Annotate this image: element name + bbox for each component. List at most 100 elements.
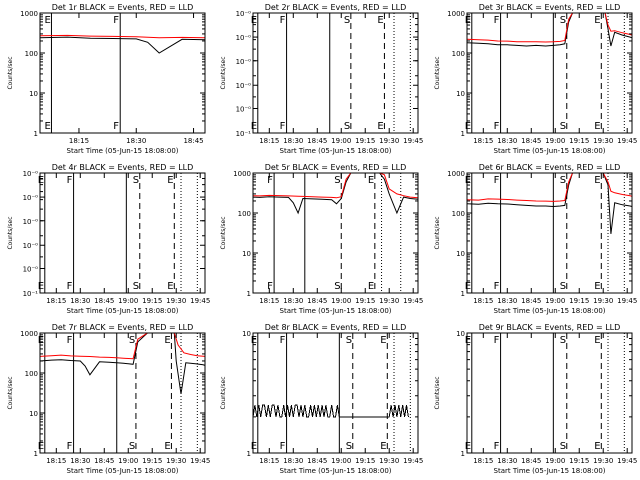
marker-label-bottom: E — [465, 121, 471, 132]
marker-label: F — [67, 175, 73, 186]
marker-label: F — [67, 335, 73, 346]
plot-frame — [39, 332, 206, 454]
x-tick-label: 19:45 — [403, 297, 423, 305]
marker-label-bottom: E — [465, 441, 471, 452]
x-tick-label: 19:15 — [355, 137, 375, 145]
y-tick-label: 10⁻⁰ — [236, 82, 252, 90]
panel-title: Det 2r BLACK = Events, RED = LLD — [265, 3, 407, 12]
y-axis-label: Counts/sec — [220, 56, 227, 89]
marker-label-bottom: E — [377, 121, 383, 132]
x-tick-label: 19:45 — [190, 457, 210, 465]
y-axis-label: Counts/sec — [7, 216, 14, 249]
y-tick-label: 1 — [34, 130, 38, 138]
marker-label-bottom: E — [44, 121, 50, 132]
marker-label-bottom: E — [594, 281, 600, 292]
marker-label: E — [251, 15, 257, 26]
x-tick-label: 19:45 — [190, 297, 210, 305]
x-tick-label: 18:15 — [259, 297, 279, 305]
x-tick-label: 19:15 — [355, 297, 375, 305]
marker-label: S — [560, 15, 566, 26]
y-tick-label: 100 — [25, 50, 38, 58]
x-axis-label: Start Time (05-Jun-15 18:08:00) — [494, 147, 606, 155]
y-tick-label: 100 — [238, 210, 251, 218]
plot-frame — [466, 12, 633, 134]
x-axis-label: Start Time (05-Jun-15 18:08:00) — [280, 307, 392, 315]
x-tick-label: 19:00 — [331, 137, 351, 145]
panel-det-9r: Det 9r BLACK = Events, RED = LLD Counts/s… — [434, 323, 637, 475]
y-tick-label: 10⁻⁰ — [23, 170, 39, 178]
y-axis-label: Counts/sec — [434, 216, 441, 249]
marker-label: E — [164, 335, 170, 346]
marker-label: E — [251, 335, 257, 346]
marker-label-bottom: F — [494, 441, 500, 452]
x-tick-label: 19:30 — [593, 457, 613, 465]
x-tick-label: 19:00 — [118, 457, 138, 465]
x-tick-label: 18:45 — [307, 457, 327, 465]
x-tick-label: 18:15 — [473, 297, 493, 305]
plot-frame — [466, 332, 633, 454]
panel-title: Det 8r BLACK = Events, RED = LLD — [265, 323, 407, 332]
x-tick-label: 18:15 — [69, 137, 89, 145]
x-tick-label: 18:45 — [521, 137, 541, 145]
y-tick-label: 10⁻¹ — [236, 130, 252, 138]
plot-frame — [252, 332, 419, 454]
y-tick-label: 1000 — [20, 10, 38, 18]
y-axis-label: Counts/sec — [7, 376, 14, 409]
series-lld-line — [39, 332, 206, 360]
marker-label: E — [368, 175, 374, 186]
series-events-line — [466, 172, 633, 234]
marker-label-bottom: S — [560, 441, 566, 452]
marker-label-bottom: E — [594, 121, 600, 132]
plot-frame — [252, 172, 419, 294]
marker-label-bottom: F — [280, 441, 286, 452]
x-tick-label: 18:45 — [183, 137, 203, 145]
marker-label-bottom: E — [380, 441, 386, 452]
plot-frame — [252, 12, 419, 134]
marker-label: F — [113, 15, 119, 26]
marker-label: S — [346, 335, 352, 346]
x-tick-label: 19:00 — [331, 297, 351, 305]
marker-label-bottom: S — [334, 281, 340, 292]
y-axis-label: Counts/sec — [7, 56, 14, 89]
x-tick-label: 19:45 — [617, 137, 637, 145]
x-axis-label: Start Time (05-Jun-15 18:08:00) — [494, 307, 606, 315]
y-tick-label: 1 — [461, 290, 465, 298]
marker-label: E — [594, 15, 600, 26]
y-tick-label: 10 — [456, 330, 465, 338]
x-axis-label: Start Time (05-Jun-15 18:08:00) — [494, 467, 606, 475]
panel-det-2r: Det 2r BLACK = Events, RED = LLD Counts/s… — [220, 3, 423, 155]
marker-label-bottom: S — [560, 281, 566, 292]
marker-label: E — [377, 15, 383, 26]
x-tick-label: 19:15 — [142, 297, 162, 305]
panel-det-6r: Det 6r BLACK = Events, RED = LLD Counts/s… — [434, 163, 637, 315]
x-tick-label: 19:30 — [593, 137, 613, 145]
y-tick-label: 1 — [461, 450, 465, 458]
marker-label: E — [465, 175, 471, 186]
marker-label-bottom: F — [280, 121, 286, 132]
x-tick-label: 19:00 — [118, 297, 138, 305]
x-axis-label: Start Time (05-Jun-15 18:08:00) — [280, 147, 392, 155]
marker-label: E — [465, 15, 471, 26]
x-tick-label: 18:15 — [259, 137, 279, 145]
x-axis-label: Start Time (05-Jun-15 18:08:00) — [67, 467, 179, 475]
y-tick-label: 1000 — [447, 10, 465, 18]
x-tick-label: 18:45 — [521, 297, 541, 305]
marker-label-bottom: E — [465, 281, 471, 292]
y-tick-label: 1 — [461, 130, 465, 138]
marker-label-bottom: F — [494, 281, 500, 292]
marker-label-bottom: S — [560, 121, 566, 132]
x-tick-label: 19:15 — [569, 457, 589, 465]
series-lld-line — [466, 12, 633, 43]
panel-det-4r: Det 4r BLACK = Events, RED = LLD Counts/s… — [7, 163, 210, 315]
y-tick-label: 100 — [25, 370, 38, 378]
marker-label: E — [38, 175, 44, 186]
y-axis-label: Counts/sec — [434, 376, 441, 409]
y-tick-label: 10⁻⁰ — [236, 106, 252, 114]
marker-label: E — [44, 15, 50, 26]
x-tick-label: 19:30 — [379, 137, 399, 145]
x-tick-label: 19:45 — [617, 297, 637, 305]
y-tick-label: 10 — [242, 330, 251, 338]
panel-title: Det 4r BLACK = Events, RED = LLD — [52, 163, 194, 172]
marker-label: F — [494, 175, 500, 186]
marker-label-bottom: E — [251, 441, 257, 452]
